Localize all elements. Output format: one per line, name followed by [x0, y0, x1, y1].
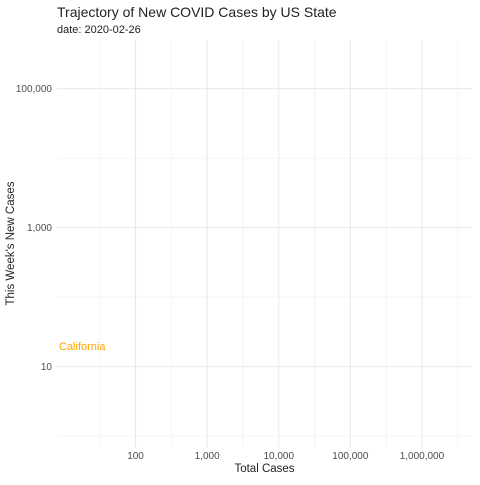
series-label-california: California [59, 341, 106, 353]
x-tick-label: 10,000 [263, 451, 294, 462]
x-tick-label: 100,000 [332, 451, 369, 462]
x-tick-label: 100 [127, 451, 144, 462]
chart-subtitle: date: 2020-02-26 [57, 24, 141, 36]
x-tick-label: 1,000 [195, 451, 220, 462]
x-axis-title: Total Cases [234, 463, 294, 475]
chart-title: Trajectory of New COVID Cases by US Stat… [57, 4, 337, 20]
y-tick-label: 1,000 [27, 223, 52, 234]
y-axis-title: This Week's New Cases [5, 181, 17, 305]
y-tick-label: 100,000 [16, 84, 53, 95]
y-tick-label: 10 [41, 362, 53, 373]
x-tick-label: 1,000,000 [400, 451, 445, 462]
